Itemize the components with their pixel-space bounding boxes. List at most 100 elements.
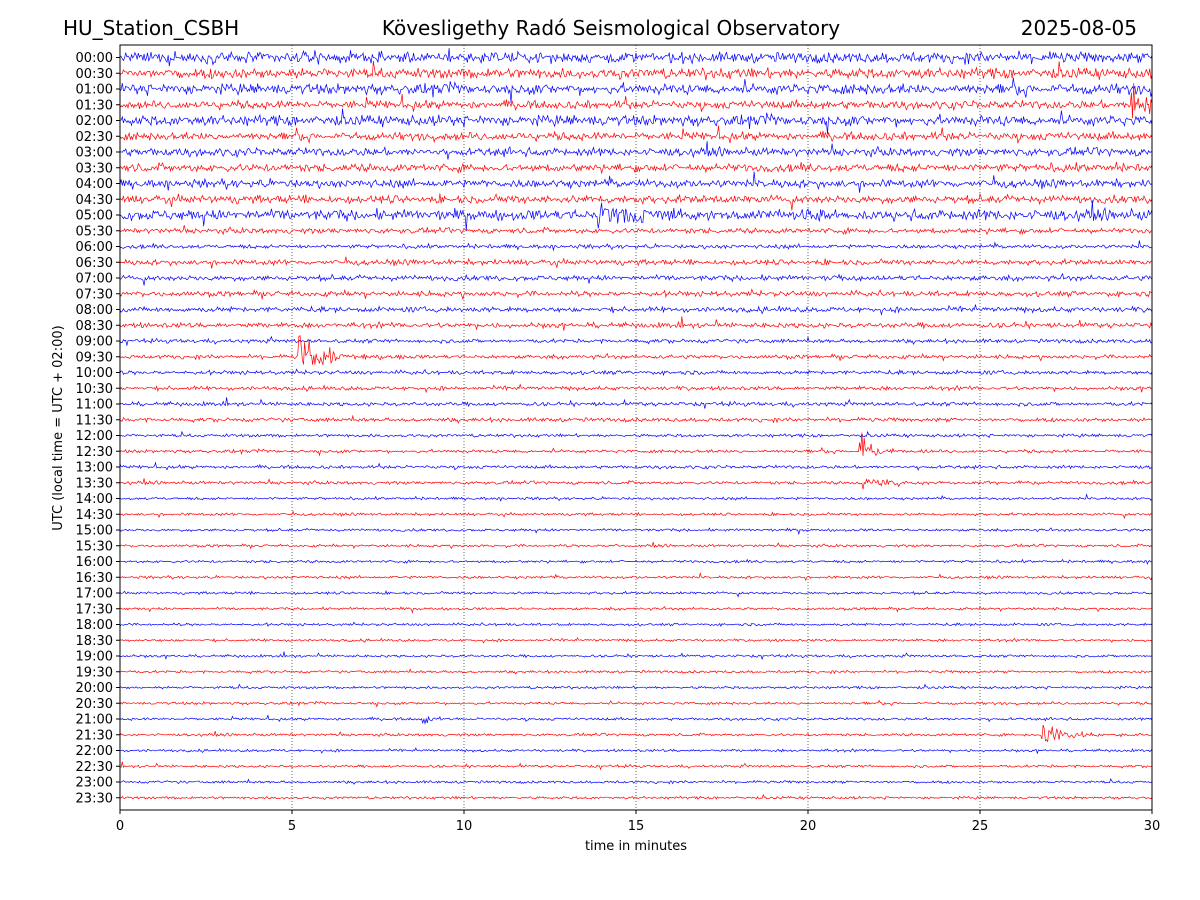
trace-0800 [119,304,1153,316]
y-tick-label: 14:30 [76,508,113,523]
trace-1530 [119,542,1153,550]
trace-1500 [119,527,1153,536]
trace-0300 [119,141,1153,160]
trace-1700 [119,590,1153,598]
y-tick-label: 13:30 [76,476,113,491]
y-tick-label: 04:30 [76,193,113,208]
trace-0500 [119,200,1153,231]
y-tick-label: 01:00 [76,83,113,98]
gridlines [291,45,981,810]
y-tick-label: 23:00 [76,776,113,791]
y-tick-label: 01:30 [76,98,113,113]
y-tick-label: 18:30 [76,634,113,649]
y-tick-label: 19:00 [76,650,113,665]
y-tick-label: 18:00 [76,618,113,633]
y-tick-label: 20:30 [76,697,113,712]
y-tick-label: 16:30 [76,571,113,586]
x-axis-label: time in minutes [585,839,687,854]
y-tick-label: 16:00 [76,555,113,570]
y-tick-label: 23:30 [76,791,113,806]
y-tick-label: 03:00 [76,146,113,161]
x-tick-labels: 0 5 10 15 20 25 30 [116,810,1160,834]
y-tick-label: 21:00 [76,713,113,728]
y-tick-label: 12:30 [76,445,113,460]
y-tick-label: 15:00 [76,524,113,539]
y-tick-labels: 00:0000:3001:0001:3002:0002:3003:0003:30… [76,51,120,806]
trace-2030 [119,699,1153,708]
y-tick-label: 09:00 [76,335,113,350]
trace-1400 [119,493,1153,502]
trace-1000 [119,368,1153,377]
y-tick-label: 00:30 [76,67,113,82]
trace-0130 [119,83,1153,119]
seismogram-traces [119,48,1153,801]
y-tick-label: 17:30 [76,602,113,617]
trace-0330 [119,161,1153,175]
y-tick-label: 06:30 [76,256,113,271]
trace-0930 [119,335,1152,365]
y-tick-label: 13:00 [76,461,113,476]
trace-2130 [119,724,1153,743]
trace-1030 [119,383,1153,394]
x-tick-label: 15 [628,819,645,834]
y-tick-label: 10:30 [76,382,113,397]
y-tick-label: 02:00 [76,114,113,129]
y-tick-label: 07:00 [76,272,113,287]
x-tick-label: 25 [972,819,989,834]
trace-0630 [119,256,1153,269]
x-tick-label: 5 [288,819,296,834]
y-axis-label: UTC (local time = UTC + 02:00) [51,325,66,530]
y-tick-label: 22:00 [76,744,113,759]
x-tick-label: 10 [456,819,473,834]
trace-1330 [119,478,1153,490]
trace-1130 [119,414,1153,424]
y-tick-label: 19:30 [76,665,113,680]
y-tick-label: 09:30 [76,350,113,365]
trace-0430 [119,192,1153,211]
y-tick-label: 20:00 [76,681,113,696]
y-tick-label: 05:00 [76,209,113,224]
trace-0900 [119,335,1153,346]
trace-1830 [119,636,1153,644]
y-tick-label: 08:30 [76,319,113,334]
y-tick-label: 06:00 [76,240,113,255]
observatory-title: Kövesligethy Radó Seismological Observat… [381,16,841,40]
y-tick-label: 22:30 [76,760,113,775]
trace-1930 [119,668,1153,675]
trace-0230 [119,125,1153,144]
trace-1430 [119,510,1153,520]
trace-0830 [119,316,1153,331]
y-tick-label: 04:00 [76,177,113,192]
x-tick-label: 20 [800,819,817,834]
trace-1730 [119,606,1152,614]
trace-1900 [119,651,1153,661]
y-tick-label: 10:00 [76,366,113,381]
y-tick-label: 17:00 [76,587,113,602]
trace-1230 [119,432,1153,457]
trace-2000 [119,683,1153,690]
y-tick-label: 08:00 [76,303,113,318]
y-tick-label: 11:30 [76,413,113,428]
station-name: HU_Station_CSBH [63,16,240,40]
trace-0100 [119,77,1153,103]
x-tick-label: 30 [1144,819,1161,834]
trace-1800 [119,621,1153,628]
trace-1200 [119,430,1153,439]
y-tick-label: 03:30 [76,161,113,176]
trace-2230 [119,761,1153,771]
trace-0400 [119,171,1153,193]
trace-1630 [119,571,1153,582]
trace-0200 [119,108,1153,135]
trace-0530 [119,225,1153,236]
trace-2330 [119,793,1153,801]
trace-1100 [119,397,1153,409]
trace-0730 [119,288,1153,301]
trace-0700 [119,272,1153,286]
y-tick-label: 21:30 [76,728,113,743]
trace-2100 [119,714,1153,725]
trace-1600 [119,558,1153,565]
y-tick-label: 11:00 [76,398,113,413]
trace-0000 [119,48,1153,67]
y-tick-label: 00:00 [76,51,113,66]
